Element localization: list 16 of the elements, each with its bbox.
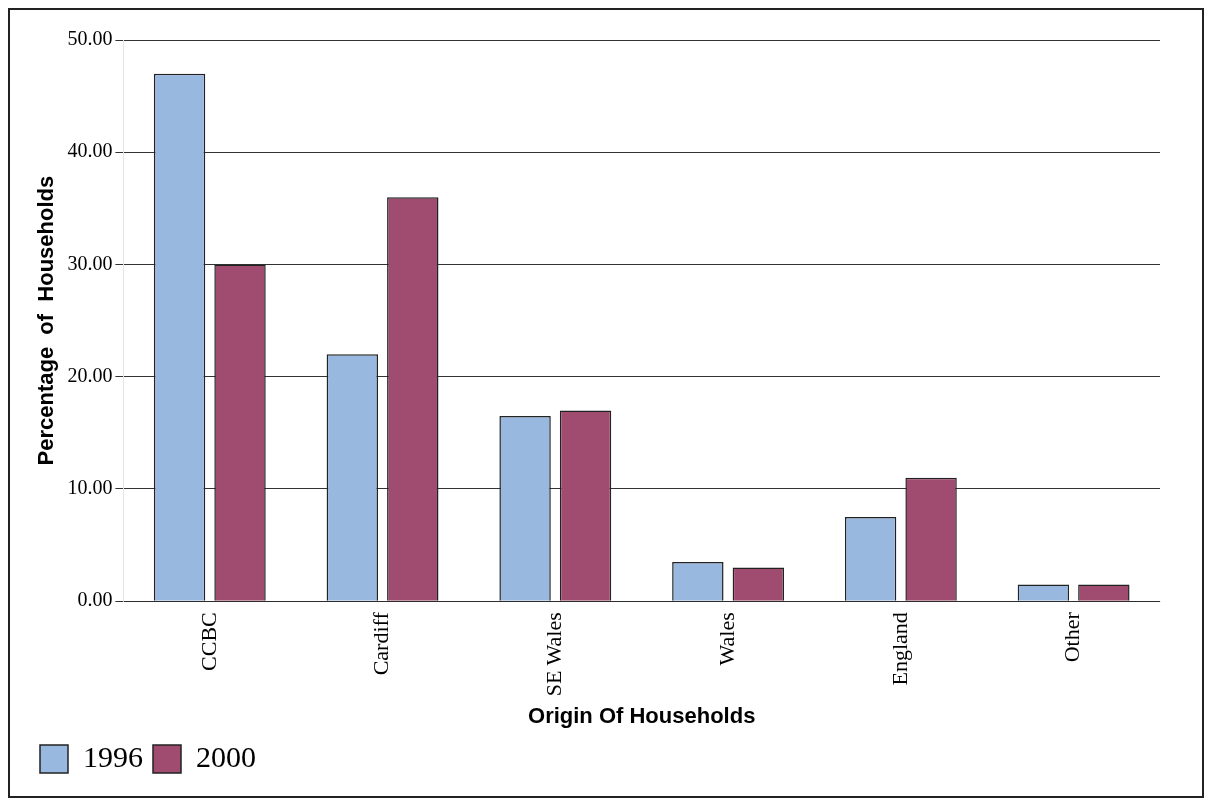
legend-label: 1996 (83, 739, 143, 773)
x-tick-label: Wales (713, 612, 739, 666)
y-tick-label: 20.00 (67, 363, 113, 386)
y-tick-label: 30.00 (67, 251, 113, 274)
legend-label: 2000 (196, 739, 256, 773)
y-tick-label: 50.00 (67, 27, 113, 50)
x-tick-label: Cardiff (368, 611, 394, 676)
x-tick-label: CCBC (195, 612, 221, 671)
x-tick-label: SE Wales (541, 612, 567, 697)
y-tick-label: 40.00 (67, 139, 113, 162)
y-tick-label: 10.00 (67, 476, 113, 499)
y-axis-title: Percentage of Households (33, 175, 59, 466)
x-tick-label: England (886, 612, 912, 686)
x-tick-label: Other (1059, 611, 1085, 663)
x-axis-title: Origin Of Households (528, 702, 756, 728)
y-tick-label: 0.00 (77, 588, 113, 611)
